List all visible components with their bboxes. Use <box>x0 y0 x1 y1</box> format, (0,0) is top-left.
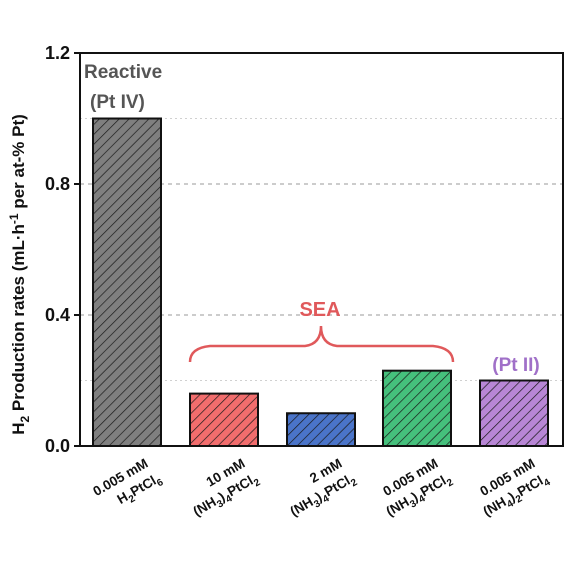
category-label: 0.005 mM(NH4)2PtCl4 <box>477 456 552 520</box>
y-axis-label: H2 Production rates (mL·h-1 per at-% Pt) <box>7 114 32 435</box>
bar-hatch <box>480 380 548 446</box>
category-label: 10 mM(NH3)4PtCl2 <box>190 456 262 520</box>
bar <box>189 392 259 448</box>
annotation-sea: SEA <box>299 299 340 321</box>
bar <box>286 412 356 447</box>
y-tick-label: 1.2 <box>45 43 70 63</box>
annotation-pt-iv: (Pt IV) <box>90 92 145 113</box>
plot-frame <box>79 52 564 447</box>
annotation-pt-ii: (Pt II) <box>492 355 540 376</box>
bar <box>382 369 452 447</box>
bar <box>479 379 549 447</box>
bar-hatch <box>93 118 161 446</box>
bars <box>92 117 549 448</box>
bar-hatch <box>190 393 258 446</box>
category-label: 0.005 mM(NH3)4PtCl2 <box>380 456 455 520</box>
annotation-reactive: Reactive <box>84 62 162 83</box>
y-tick-label: 0.0 <box>45 436 70 456</box>
sea-brace <box>188 325 455 363</box>
y-tick-label: 0.8 <box>45 174 70 194</box>
bar-hatch <box>287 413 355 446</box>
bar-hatch <box>383 370 451 446</box>
y-tick-label: 0.4 <box>45 305 70 325</box>
axes: 0.0 0.4 0.8 1.2 H2 Production rates (mL·h-1 … <box>7 43 564 456</box>
bar <box>92 117 162 447</box>
category-label: 2 mM(NH3)4PtCl2 <box>287 456 359 520</box>
annotations: Reactive (Pt IV) SEA (Pt II) <box>84 62 540 376</box>
